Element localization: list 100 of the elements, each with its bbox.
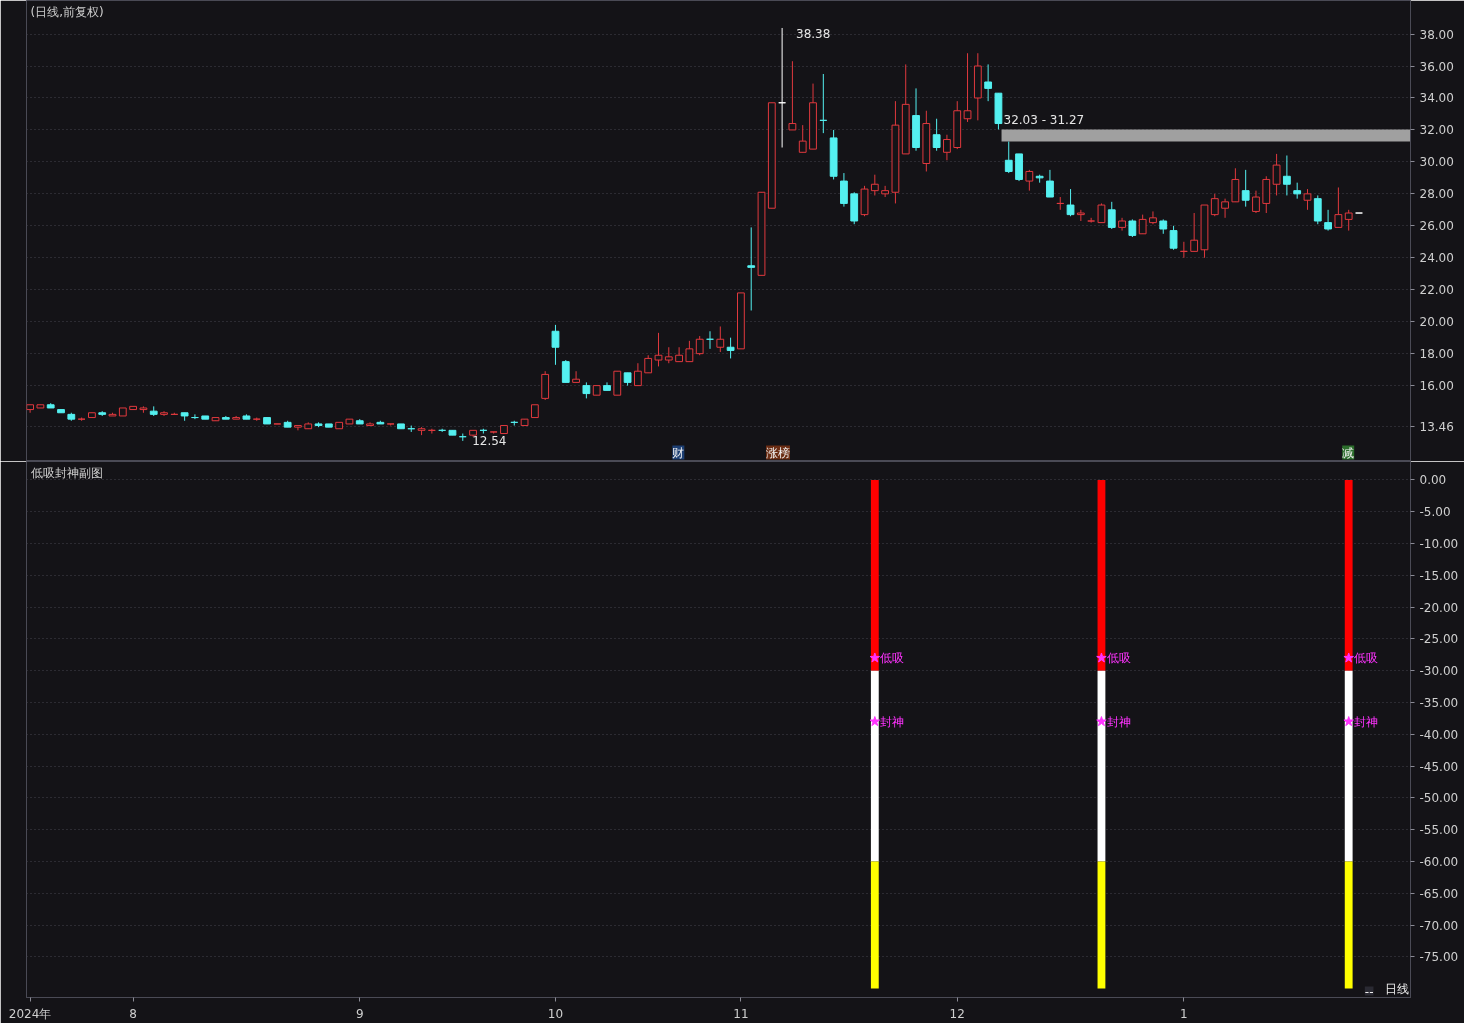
candlestick bbox=[1272, 153, 1281, 196]
y-tick-label: 28.00 bbox=[1419, 187, 1454, 202]
candlestick bbox=[633, 362, 642, 387]
y-tick-label: 34.00 bbox=[1419, 91, 1454, 106]
y-tick-label: -5.00 bbox=[1419, 505, 1451, 520]
candlestick bbox=[613, 370, 622, 396]
data-label: 低吸 bbox=[1107, 650, 1132, 665]
candlestick bbox=[1313, 194, 1322, 225]
annotation: 涨榜 bbox=[766, 445, 791, 460]
text: 日线 bbox=[1384, 981, 1409, 996]
candlestick bbox=[685, 340, 694, 363]
candlestick bbox=[1231, 167, 1240, 203]
candlestick bbox=[654, 332, 663, 367]
bar bbox=[1097, 861, 1106, 989]
y-tick-label: 36.00 bbox=[1419, 59, 1454, 74]
y-tick-label: -20.00 bbox=[1419, 600, 1459, 615]
y-tick-label: -15.00 bbox=[1419, 568, 1459, 583]
candlestick bbox=[798, 124, 807, 153]
candlestick bbox=[1004, 141, 1013, 174]
x-tick-label: 9 bbox=[355, 1006, 364, 1021]
y-tick-label: 18.00 bbox=[1419, 347, 1454, 362]
data-label: 封神 bbox=[880, 714, 905, 729]
annotation: 减 bbox=[1342, 445, 1355, 460]
y-tick-label: -30.00 bbox=[1419, 664, 1459, 679]
band-label: 32.03 - 31.27 bbox=[1003, 113, 1085, 128]
candlestick bbox=[1138, 214, 1147, 235]
candlestick bbox=[1282, 155, 1291, 196]
candlestick bbox=[1169, 225, 1178, 251]
y-tick-label: -45.00 bbox=[1419, 759, 1459, 774]
y-tick-label: -35.00 bbox=[1419, 695, 1459, 710]
y-tick-label: 30.00 bbox=[1419, 155, 1454, 170]
y-tick-label: 13.46 bbox=[1419, 419, 1454, 434]
y-tick-label: 22.00 bbox=[1419, 283, 1454, 298]
annotation: 12.54 bbox=[472, 434, 507, 449]
candlestick bbox=[943, 134, 951, 161]
candlestick bbox=[1262, 175, 1271, 214]
candlestick bbox=[541, 370, 550, 401]
bar bbox=[870, 861, 879, 989]
candlestick bbox=[747, 226, 756, 311]
candlestick bbox=[1324, 209, 1332, 232]
bar bbox=[870, 479, 879, 671]
candlestick bbox=[932, 118, 941, 152]
x-tick-label: 11 bbox=[733, 1006, 749, 1021]
candlestick bbox=[1241, 169, 1250, 208]
annotation: 财 bbox=[672, 445, 685, 460]
chart-title: (日线,前复权) bbox=[30, 4, 104, 19]
candlestick bbox=[675, 346, 683, 363]
x-tick-label: 2024年 bbox=[8, 1006, 52, 1021]
annotation: 38.38 bbox=[796, 27, 831, 42]
y-tick-label: 32.00 bbox=[1419, 123, 1454, 138]
chart-title: 低吸封神副图 bbox=[30, 465, 103, 480]
candlestick bbox=[695, 335, 704, 356]
data-label: 低吸 bbox=[880, 650, 905, 665]
y-tick-label: -40.00 bbox=[1419, 727, 1459, 742]
candlestick bbox=[551, 324, 560, 366]
candlestick bbox=[1149, 210, 1157, 225]
y-tick-label: -55.00 bbox=[1419, 823, 1459, 838]
candlestick bbox=[1076, 209, 1085, 222]
candlestick bbox=[1107, 201, 1116, 230]
candlestick bbox=[788, 60, 797, 131]
candlestick bbox=[1190, 212, 1199, 252]
candlestick bbox=[726, 337, 735, 359]
y-tick-label: 16.00 bbox=[1419, 379, 1454, 394]
y-tick-label: -75.00 bbox=[1419, 950, 1459, 965]
y-tick-label: -65.00 bbox=[1419, 886, 1459, 901]
text: -- bbox=[1364, 984, 1374, 999]
bar bbox=[1344, 479, 1353, 671]
y-tick-label: 26.00 bbox=[1419, 219, 1454, 234]
x-tick-label: 10 bbox=[547, 1006, 564, 1021]
x-tick-label: 1 bbox=[1180, 1006, 1188, 1021]
candlestick bbox=[984, 63, 993, 102]
y-tick-label: -70.00 bbox=[1419, 918, 1459, 933]
y-tick-label: 38.00 bbox=[1419, 27, 1454, 42]
candlestick bbox=[963, 52, 972, 123]
y-tick-label: 0.00 bbox=[1419, 473, 1447, 488]
candlestick bbox=[840, 172, 848, 208]
candlestick bbox=[1046, 169, 1054, 198]
data-label: 封神 bbox=[1354, 714, 1379, 729]
candlestick bbox=[870, 174, 879, 196]
candlestick bbox=[1066, 188, 1075, 217]
candlestick bbox=[1334, 186, 1343, 228]
bar bbox=[870, 670, 879, 862]
candlestick bbox=[1252, 190, 1260, 214]
data-label: 封神 bbox=[1107, 714, 1132, 729]
x-tick-label: 8 bbox=[129, 1006, 137, 1021]
y-tick-label: -60.00 bbox=[1419, 854, 1459, 869]
candlestick bbox=[1097, 202, 1106, 224]
bar bbox=[1344, 861, 1353, 989]
x-tick-label: 12 bbox=[949, 1006, 965, 1021]
candlestick bbox=[716, 325, 725, 353]
y-tick-label: -10.00 bbox=[1419, 537, 1459, 552]
y-tick-label: 20.00 bbox=[1419, 315, 1454, 330]
bar bbox=[1344, 670, 1353, 862]
candlestick bbox=[1025, 169, 1034, 192]
candlestick bbox=[1344, 209, 1353, 232]
y-tick-label: -50.00 bbox=[1419, 791, 1459, 806]
candlestick bbox=[881, 185, 890, 198]
candlestick bbox=[1221, 198, 1229, 219]
y-tick-label: -25.00 bbox=[1419, 632, 1459, 647]
candlestick bbox=[561, 359, 570, 383]
